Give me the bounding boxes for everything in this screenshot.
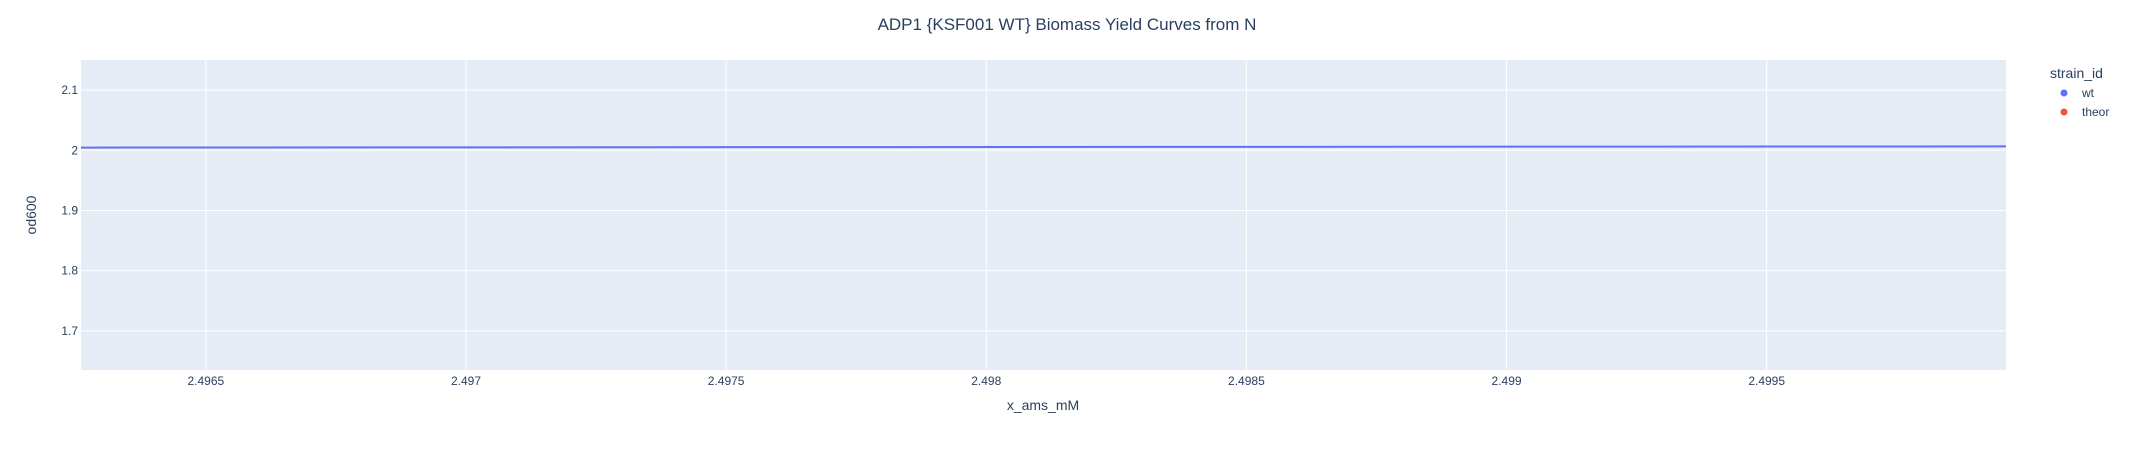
- y-gridlines: [81, 89, 2006, 332]
- x-tick-label: 2.4965: [188, 374, 225, 388]
- plot-area: [81, 60, 2006, 370]
- legend-item-wt[interactable]: wt: [2060, 86, 2095, 100]
- x-axis-label: x_ams_mM: [1007, 397, 1079, 413]
- x-tick-label: 2.498: [971, 374, 1001, 388]
- x-tick-label: 2.499: [1492, 374, 1522, 388]
- x-tick-labels: 2.4965 2.497 2.4975 2.498 2.4985 2.499 2.4995: [188, 374, 1786, 388]
- x-tick-label: 2.4995: [1748, 374, 1785, 388]
- legend-label-wt: wt: [2081, 86, 2095, 100]
- series-line-wt: [80, 145, 2007, 149]
- legend-items: wt theor: [2060, 86, 2110, 119]
- y-tick-label: 2: [71, 143, 78, 157]
- x-tick-label: 2.497: [451, 374, 481, 388]
- legend-title: strain_id: [2050, 65, 2103, 81]
- legend-item-theor[interactable]: theor: [2060, 105, 2110, 119]
- legend[interactable]: strain_id wt theor: [2050, 65, 2109, 119]
- legend-label-theor: theor: [2082, 105, 2109, 119]
- y-tick-label: 1.8: [61, 264, 78, 278]
- legend-marker-wt: [2060, 89, 2068, 97]
- y-tick-label: 1.9: [61, 203, 78, 217]
- x-gridlines: [205, 60, 1768, 370]
- y-axis-label: od600: [23, 195, 39, 234]
- y-tick-label: 2.1: [61, 83, 78, 97]
- x-tick-label: 2.4985: [1228, 374, 1265, 388]
- legend-marker-theor: [2060, 108, 2068, 116]
- y-tick-labels: 1.7 1.8 1.9 2 2.1: [61, 83, 78, 338]
- series-layer: [80, 145, 2007, 149]
- chart-title: ADP1 {KSF001 WT} Biomass Yield Curves fr…: [878, 15, 1257, 34]
- y-tick-label: 1.7: [61, 324, 78, 338]
- x-tick-label: 2.4975: [708, 374, 745, 388]
